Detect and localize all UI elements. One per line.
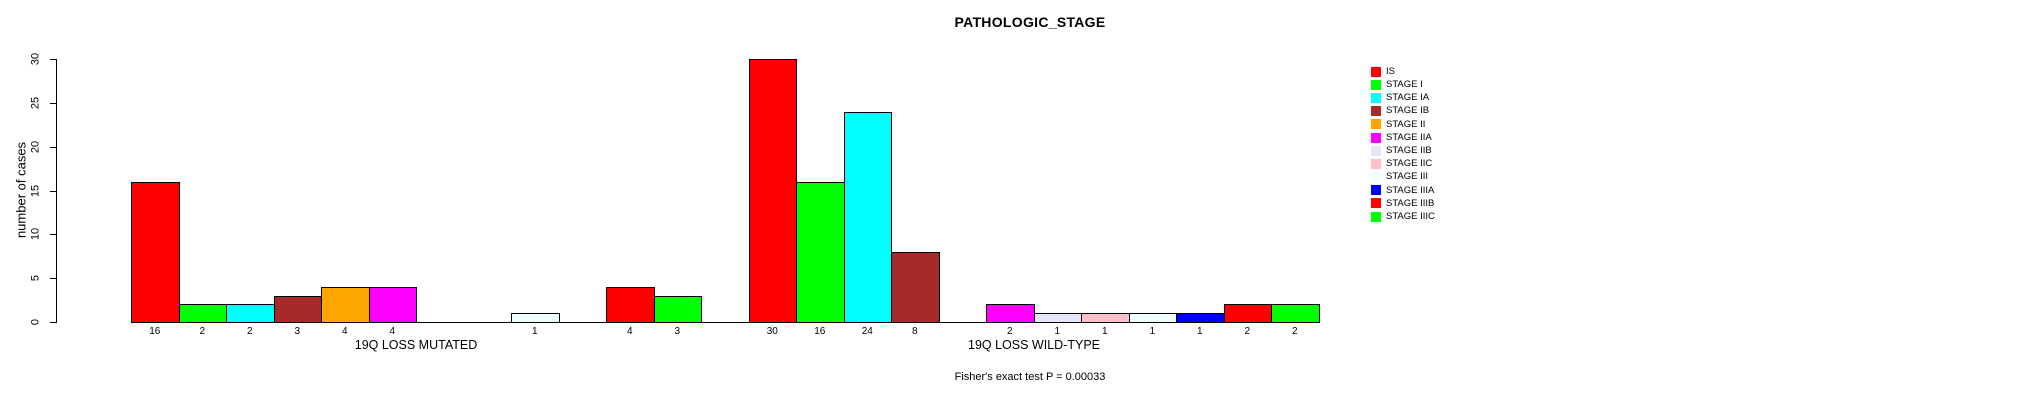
bar-stage-iia (986, 304, 1035, 323)
legend-swatch (1371, 198, 1381, 209)
legend-item-stage-iib: STAGE IIB (1371, 144, 1435, 157)
y-tick-label: 15 (29, 184, 42, 197)
chart-title: PATHOLOGIC_STAGE (954, 14, 1106, 30)
bar-value-label: 1 (1196, 326, 1203, 337)
legend-item-stage-iiic: STAGE IIIC (1371, 210, 1435, 223)
bar-value-label: 3 (294, 326, 301, 337)
legend-swatch (1371, 79, 1381, 90)
legend-label: STAGE IIIA (1386, 184, 1435, 196)
bar-stage-ib (891, 251, 940, 323)
bar-value-label: 2 (199, 326, 206, 337)
y-tick-label: 30 (29, 52, 42, 66)
legend-label: STAGE IIIC (1386, 210, 1435, 222)
bar-value-label: 4 (389, 326, 396, 337)
bar-stage-ia (843, 111, 892, 323)
legend-item-stage-ib: STAGE IB (1371, 105, 1435, 118)
legend-swatch (1371, 119, 1381, 130)
y-tick-mark (50, 146, 57, 148)
bar-value-label: 16 (814, 326, 826, 337)
legend-swatch (1371, 172, 1381, 183)
bar-stage-ia (226, 304, 275, 323)
legend-swatch (1371, 92, 1381, 103)
bar-is (748, 59, 797, 323)
legend-swatch (1371, 158, 1381, 169)
legend-label: STAGE IB (1386, 105, 1430, 117)
legend-label: STAGE IA (1386, 92, 1430, 104)
y-axis-title: number of cases (13, 141, 29, 239)
x-axis-baseline (131, 322, 1320, 323)
legend-swatch (1371, 106, 1381, 117)
fishers-test-footnote: Fisher's exact test P = 0.00033 (954, 371, 1106, 383)
y-tick-label: 20 (29, 140, 42, 153)
bar-stage-ib (273, 295, 322, 323)
legend-label: STAGE II (1386, 118, 1426, 130)
bar-stage-ii (321, 286, 370, 323)
bar-value-label: 4 (626, 326, 633, 337)
bar-value-label: 1 (1101, 326, 1108, 337)
bar-value-label: 1 (1054, 326, 1061, 337)
legend-label: STAGE IIB (1386, 144, 1432, 156)
legend-item-is: IS (1371, 65, 1435, 78)
legend-label: IS (1386, 65, 1395, 77)
x-axis-label-19q-loss-wild-type: 19Q LOSS WILD-TYPE (968, 338, 1100, 352)
legend-swatch (1371, 66, 1381, 77)
bar-stage-iiib (606, 286, 655, 323)
legend-label: STAGE IIC (1386, 158, 1433, 170)
y-tick-label: 25 (29, 96, 42, 109)
x-axis-label-19q-loss-mutated: 19Q LOSS MUTATED (354, 338, 478, 352)
legend-label: STAGE IIA (1386, 131, 1432, 143)
y-tick-label: 5 (29, 275, 42, 282)
legend-swatch (1371, 145, 1381, 156)
legend-label: STAGE IIIB (1386, 197, 1435, 209)
legend-item-stage-ia: STAGE IA (1371, 91, 1435, 104)
bar-value-label: 3 (674, 326, 681, 337)
legend-label: STAGE I (1386, 79, 1423, 91)
bar-value-label: 1 (1149, 326, 1156, 337)
bar-stage-i (796, 181, 845, 323)
legend-item-stage-ii: STAGE II (1371, 118, 1435, 131)
bar-value-label: 2 (1291, 326, 1298, 337)
bar-value-label: 8 (911, 326, 918, 337)
bar-stage-iia (368, 286, 417, 323)
legend-swatch (1371, 211, 1381, 222)
y-tick-mark (50, 278, 57, 280)
bar-value-label: 16 (149, 326, 161, 337)
legend-item-stage-iic: STAGE IIC (1371, 157, 1435, 170)
legend-item-stage-i: STAGE I (1371, 78, 1435, 91)
y-tick-label: 10 (29, 228, 42, 241)
bar-stage-iiic (653, 295, 702, 323)
legend-swatch (1371, 185, 1381, 196)
bar-value-label: 24 (861, 326, 873, 337)
y-tick-mark (50, 234, 57, 236)
y-tick-label: 0 (29, 318, 42, 326)
legend: IS STAGE I STAGE IA STAGE IB STAGE II STAGE I… (1371, 65, 1435, 223)
bar-value-label: 30 (766, 326, 778, 337)
legend-item-stage-iia: STAGE IIA (1371, 131, 1435, 144)
bar-value-label: 4 (341, 326, 348, 337)
legend-label: STAGE III (1386, 171, 1429, 183)
bar-value-label: 1 (531, 326, 538, 337)
y-tick-mark (50, 190, 57, 192)
bar-is (131, 181, 180, 323)
legend-item-stage-iiib: STAGE IIIB (1371, 197, 1435, 210)
bar-stage-iiic (1271, 304, 1320, 323)
bar-value-label: 2 (1006, 326, 1013, 337)
y-tick-mark (50, 322, 57, 323)
bar-stage-iiib (1223, 304, 1272, 323)
bar-value-label: 2 (246, 326, 253, 337)
y-tick-mark (50, 59, 57, 60)
legend-item-stage-iiia: STAGE IIIA (1371, 184, 1435, 197)
bar-value-label: 2 (1244, 326, 1251, 337)
bar-stage-i (178, 304, 227, 323)
y-tick-mark (50, 102, 57, 104)
legend-item-stage-iii: STAGE III (1371, 171, 1435, 184)
legend-swatch (1371, 132, 1381, 143)
